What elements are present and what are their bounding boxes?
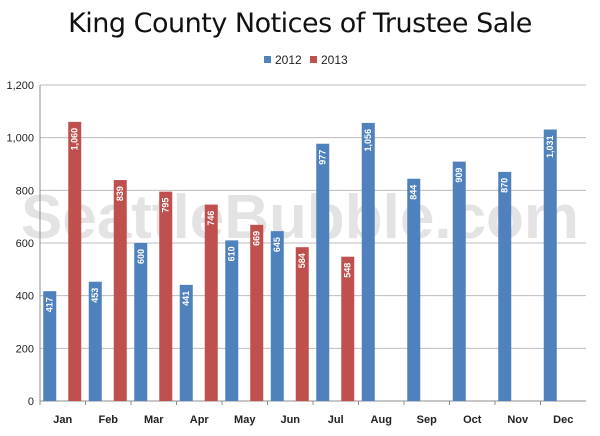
bar-value-label: 417	[45, 297, 55, 312]
x-tick-label: Jul	[328, 414, 344, 426]
legend: 2012 2013	[264, 53, 348, 67]
bar-value-label: 1,060	[70, 128, 80, 151]
chart-title: King County Notices of Trustee Sale	[68, 8, 532, 39]
bar-value-label: 839	[115, 186, 125, 201]
bar-2012-may	[225, 240, 239, 401]
bar-2012-jun	[270, 231, 284, 401]
bar-2013-jan	[68, 121, 82, 401]
bar-2013-mar	[159, 191, 173, 401]
y-tick-label: 200	[16, 343, 34, 355]
legend-swatch-2013	[310, 56, 317, 63]
bar-value-label: 844	[409, 185, 419, 200]
legend-label-2013: 2013	[321, 53, 348, 67]
y-tick-label: 0	[28, 396, 34, 408]
bar-2012-nov	[498, 171, 512, 401]
watermark: SeattleBubble.com	[21, 183, 579, 252]
bar-value-label: 669	[252, 231, 262, 246]
bar-value-label: 584	[297, 253, 307, 268]
bar-2012-feb	[88, 281, 102, 401]
grid-lines	[40, 84, 586, 349]
bar-value-label: 977	[318, 150, 328, 165]
y-tick-label: 400	[16, 291, 34, 303]
bar-value-label: 548	[343, 263, 353, 278]
x-tick-label: Sep	[417, 414, 437, 426]
bar-2012-jan	[43, 291, 57, 401]
x-tick-label: Apr	[190, 414, 210, 426]
legend-label-2012: 2012	[275, 53, 302, 67]
bar-2012-dec	[543, 129, 557, 401]
x-tick-label: Dec	[553, 414, 573, 426]
bar-2012-mar	[134, 243, 148, 401]
bar-2013-may	[250, 224, 264, 401]
x-tick-label: Jan	[53, 414, 72, 426]
bar-value-label: 795	[161, 198, 171, 213]
y-tick-label: 1,000	[6, 133, 34, 145]
bar-2012-oct	[452, 161, 466, 401]
bar-2013-apr	[204, 204, 218, 401]
bar-2012-sep	[407, 178, 421, 401]
bar-2013-feb	[113, 180, 127, 401]
x-tick-label: Mar	[144, 414, 164, 426]
bar-value-label: 1,056	[363, 129, 373, 152]
y-tick-label: 800	[16, 185, 34, 197]
bar-value-label: 441	[181, 291, 191, 306]
bar-value-label: 746	[206, 211, 216, 226]
bar-2012-jul	[316, 143, 330, 401]
legend-swatch-2012	[264, 56, 271, 63]
bar-value-label: 600	[136, 249, 146, 264]
bar-value-label: 909	[454, 168, 464, 183]
y-tick-label: 1,200	[6, 80, 34, 92]
bar-value-label: 1,031	[545, 136, 555, 159]
bar-2012-aug	[361, 122, 375, 402]
bar-value-label: 645	[272, 237, 282, 252]
x-tick-label: Nov	[507, 414, 529, 426]
axes: 0 200 400 600 800 1,000 1,200 Jan Feb Mar Apr May Ju…	[6, 80, 586, 426]
bar-value-label: 453	[90, 288, 100, 303]
bar-value-label: 870	[500, 178, 510, 193]
x-tick-label: Oct	[463, 414, 482, 426]
bar-2013-jul	[341, 256, 355, 401]
x-tick-label: Aug	[371, 414, 392, 426]
y-tick-label: 600	[16, 238, 34, 250]
bar-value-label: 610	[227, 246, 237, 261]
x-tick-label: Feb	[98, 414, 118, 426]
bar-2013-jun	[295, 247, 309, 401]
bar-2012-apr	[179, 284, 193, 401]
bar-labels: 417 1,060 453 839 600 795 441 746 610 669 645 584 97…	[45, 128, 556, 312]
x-tick-label: Jun	[280, 414, 300, 426]
bars	[43, 121, 557, 402]
x-tick-label: May	[234, 414, 256, 426]
